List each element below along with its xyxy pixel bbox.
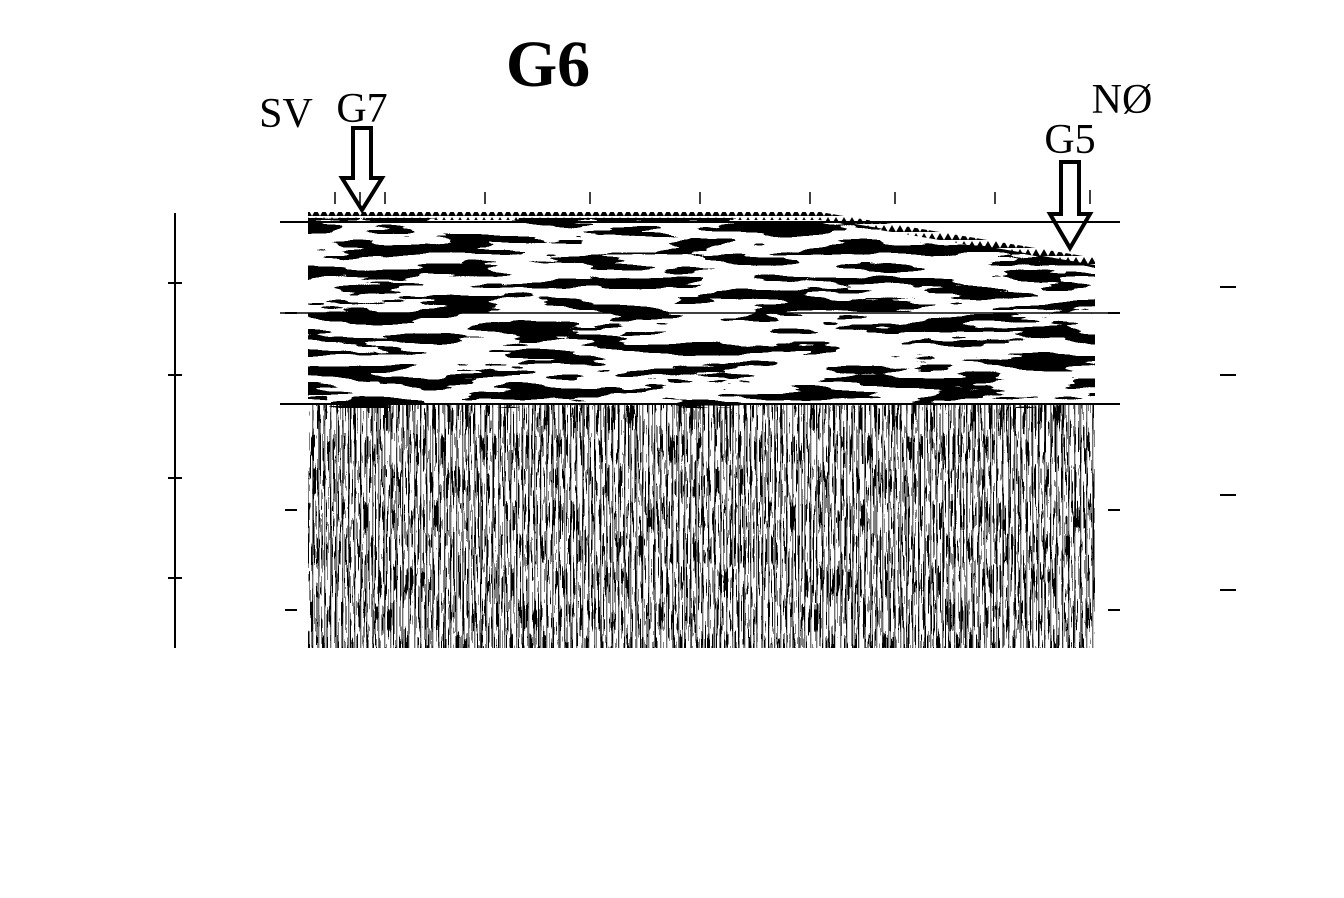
left-ticks bbox=[168, 221, 297, 611]
radargram bbox=[308, 212, 1095, 648]
speckle bbox=[308, 405, 1095, 648]
arrow bbox=[1046, 160, 1094, 252]
marker-label: G7 bbox=[336, 86, 387, 132]
end-label: SV bbox=[259, 91, 313, 137]
trace-markers bbox=[308, 212, 1095, 266]
arrow bbox=[338, 126, 386, 214]
axes bbox=[168, 190, 1236, 648]
end-label: NØ bbox=[1092, 77, 1153, 123]
top-ticks bbox=[334, 190, 1091, 204]
figure-title: G6 bbox=[506, 28, 590, 101]
right-ticks bbox=[1108, 221, 1236, 611]
marker-label: G5 bbox=[1044, 117, 1095, 163]
